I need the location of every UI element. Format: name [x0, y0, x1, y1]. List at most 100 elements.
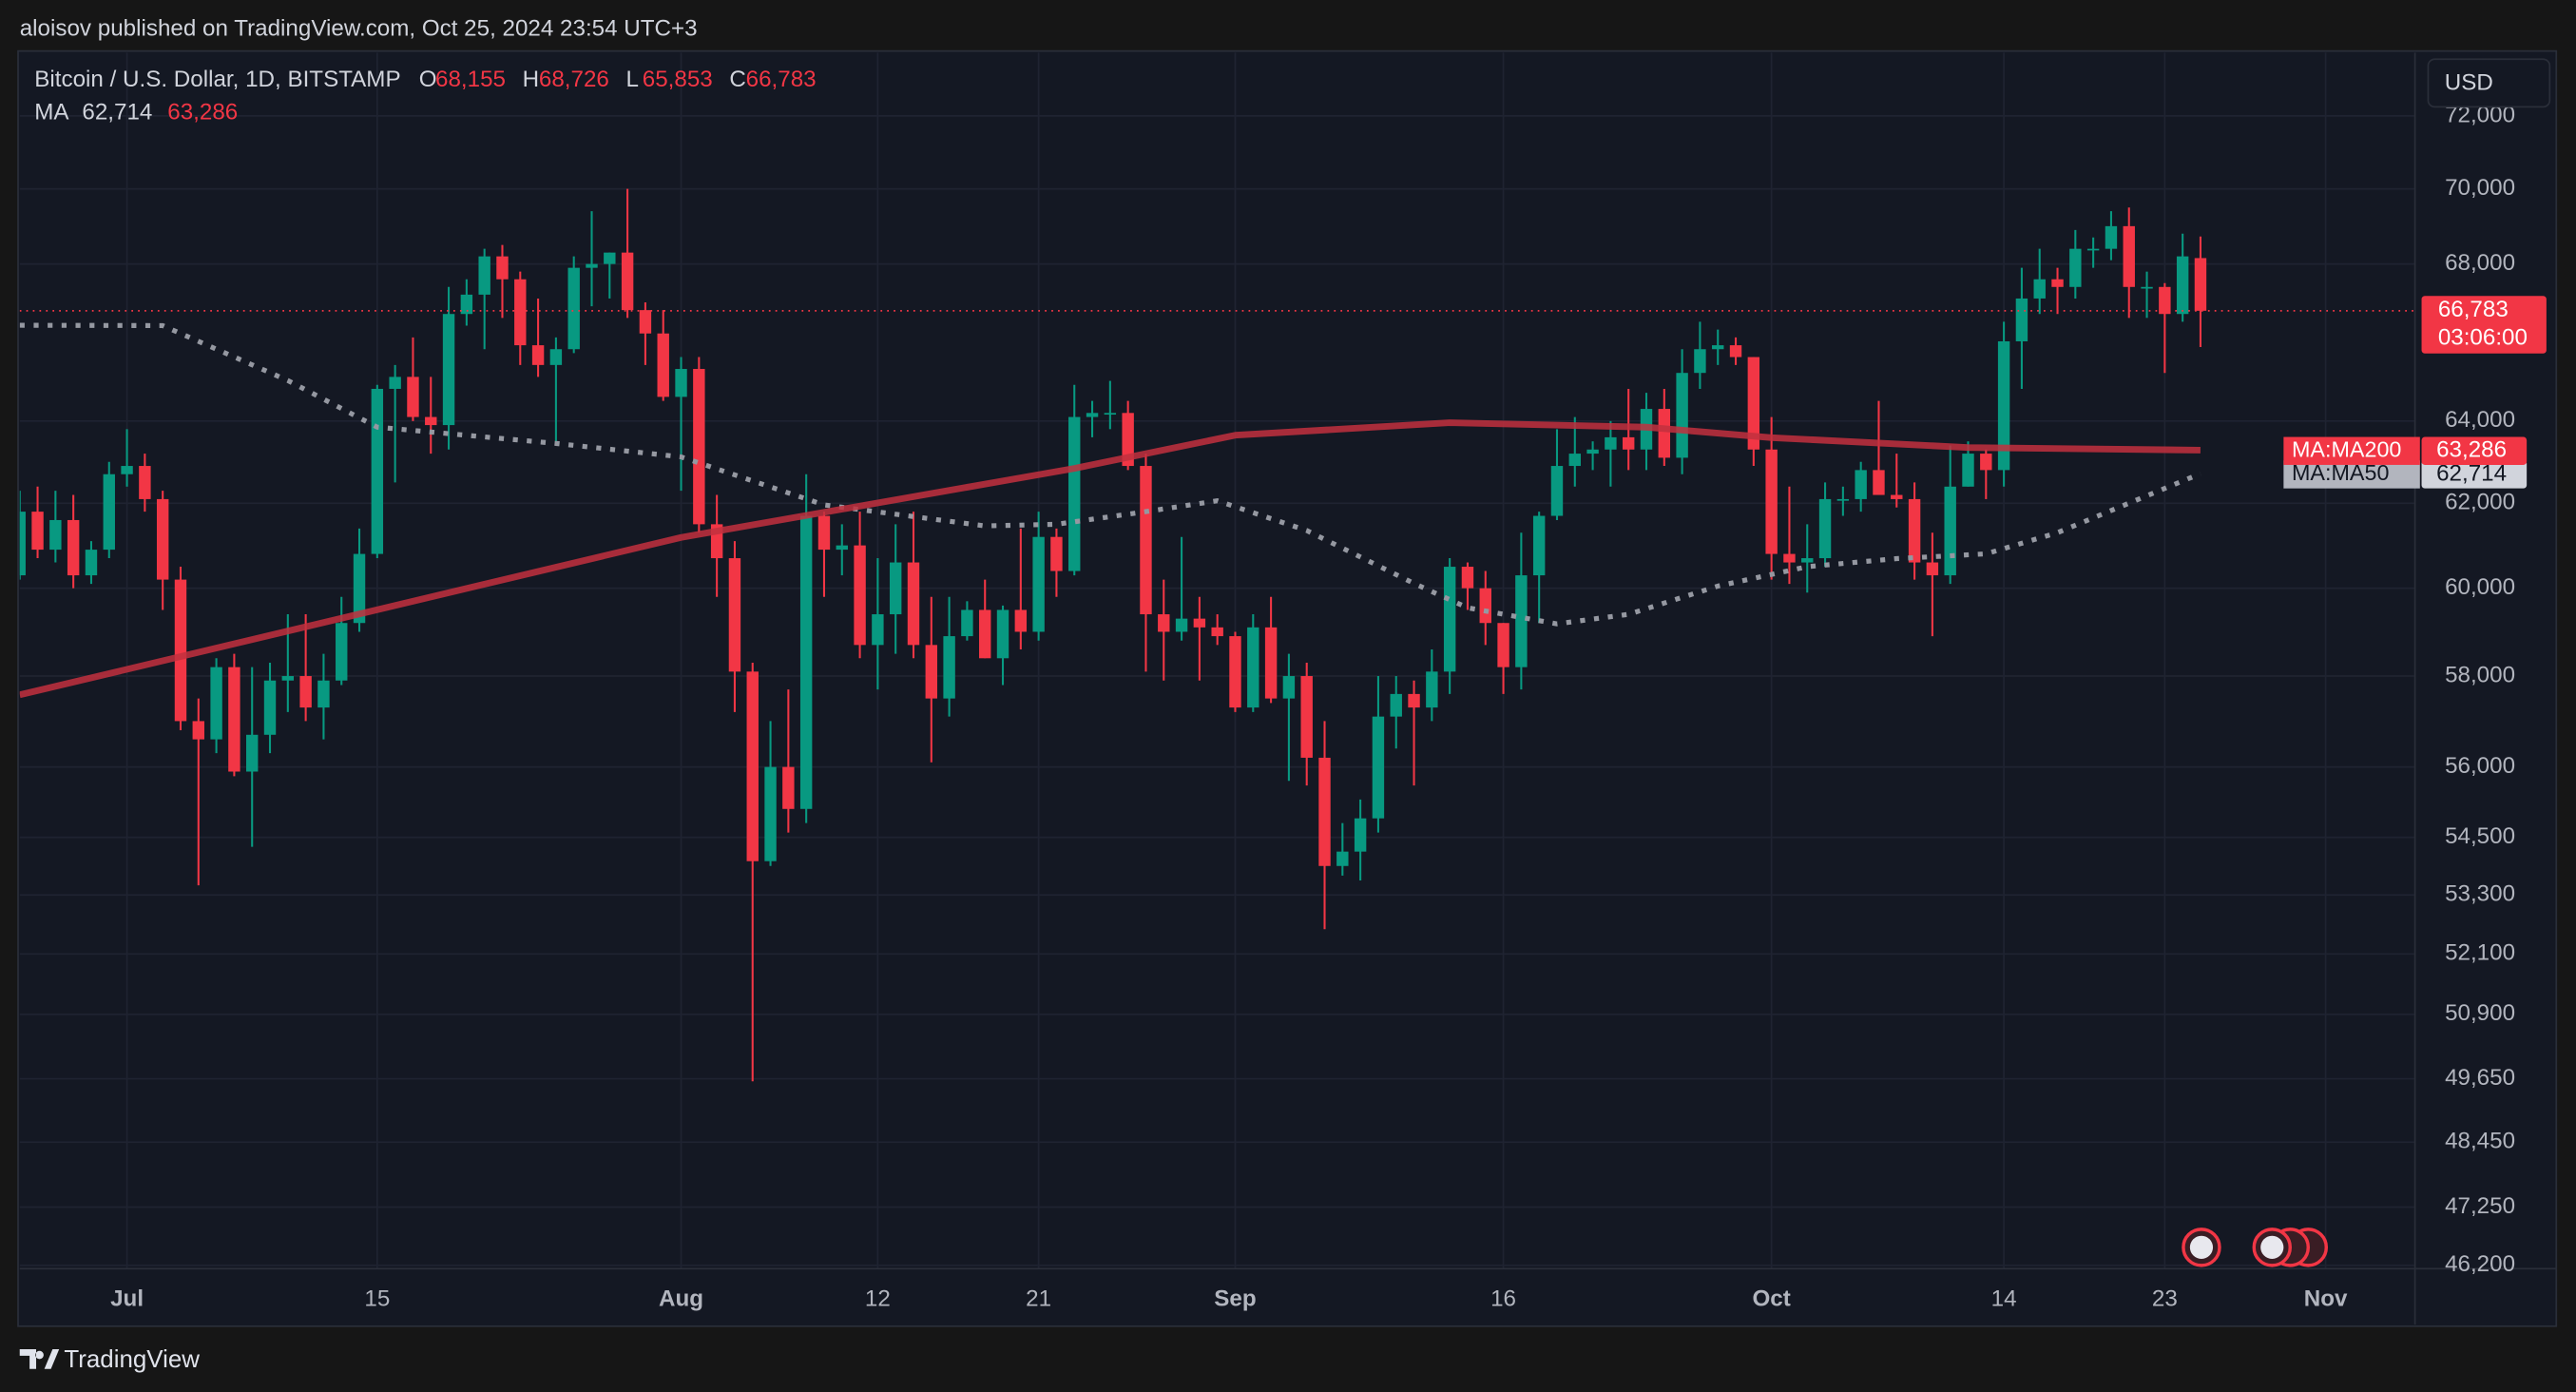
candle-body: [621, 252, 634, 311]
event-flag-icon: [2189, 1235, 2214, 1259]
candle-body: [675, 369, 687, 397]
candle-body: [228, 667, 240, 772]
ohlc-value: 66,783: [746, 67, 817, 92]
brand-logo: [19, 1349, 60, 1369]
y-tick-label: 50,900: [2445, 1000, 2515, 1026]
candle-body: [2033, 279, 2046, 299]
candle-body: [19, 512, 26, 576]
candle-body: [1032, 536, 1045, 632]
currency-button[interactable]: [2427, 58, 2551, 108]
candle-body: [174, 579, 187, 722]
currency-label: USD: [2445, 70, 2493, 96]
candle-body: [782, 766, 795, 809]
candle-body: [1855, 470, 1867, 499]
ohlc-value: 68,155: [435, 67, 506, 92]
candle-body: [531, 345, 545, 365]
candle-body: [371, 388, 384, 554]
candle-body: [460, 294, 473, 315]
candle-body: [407, 377, 419, 417]
x-tick-label: Oct: [1752, 1286, 1790, 1312]
event-flags: [2182, 1228, 2329, 1267]
candle-body: [1140, 466, 1152, 615]
y-tick-label: 70,000: [2445, 175, 2515, 201]
moving-average-line: [19, 419, 2201, 699]
candle-body: [2015, 298, 2028, 341]
candle-body: [549, 349, 563, 365]
candle-body: [1104, 413, 1117, 416]
candle-body: [872, 614, 884, 646]
candle-body: [1479, 588, 1491, 624]
last-price-badge: [2421, 296, 2547, 354]
candle-body: [1908, 498, 1921, 563]
candle-body: [1426, 671, 1438, 708]
symbol-title: Bitcoin / U.S. Dollar, 1D, BITSTAMP: [34, 67, 400, 92]
candle-body: [103, 474, 115, 551]
indicator-value: 63,286: [167, 100, 238, 126]
candle-body: [121, 466, 133, 474]
ohlc-value: 68,726: [539, 67, 609, 92]
candle-body: [139, 466, 151, 499]
candle-body: [1980, 454, 1992, 471]
candle-body: [799, 515, 813, 809]
candle-body: [2159, 286, 2171, 315]
candle-body: [836, 545, 848, 551]
candle-body: [1676, 373, 1688, 458]
candle-body: [943, 636, 955, 699]
x-tick-label: 23: [2152, 1286, 2178, 1312]
y-tick-label: 46,200: [2445, 1251, 2515, 1277]
indicator-value-badge: [2421, 460, 2528, 489]
candle-body: [49, 519, 62, 551]
y-tick-label: 47,250: [2445, 1193, 2515, 1219]
x-tick-label: 21: [1026, 1286, 1051, 1312]
candle-body: [514, 279, 527, 346]
event-flag-icon: [2260, 1235, 2284, 1259]
candle-body: [889, 562, 902, 615]
candle-body: [657, 333, 669, 397]
indicator-name-badge: [2283, 436, 2420, 465]
candle-body: [1050, 536, 1063, 571]
candle-body: [1336, 851, 1349, 866]
y-tick-label: 64,000: [2445, 407, 2515, 433]
candle-body: [907, 562, 920, 646]
candle-body: [854, 545, 866, 646]
y-tick-label: 56,000: [2445, 753, 2515, 779]
candle-body: [1443, 567, 1456, 672]
candle-body: [925, 645, 938, 699]
candle-body: [1944, 486, 1956, 576]
candle-body: [31, 512, 44, 551]
candle-body: [1605, 436, 1617, 450]
candle-body: [1729, 345, 1742, 358]
y-tick-label: 49,650: [2445, 1065, 2515, 1091]
candle-body: [1264, 627, 1278, 699]
publisher: aloisov published on TradingView.com, Oc…: [20, 16, 698, 42]
x-tick-label: Aug: [659, 1286, 703, 1312]
y-tick-label: 60,000: [2445, 574, 2515, 600]
candle-body: [1568, 454, 1581, 467]
y-tick-label: 52,100: [2445, 940, 2515, 966]
candle-body: [2069, 248, 2082, 287]
indicator-name-badge: [2283, 460, 2420, 489]
candle-body: [1873, 470, 1885, 495]
candle-body: [1694, 349, 1706, 374]
ohlc-key: H: [523, 67, 539, 92]
candle-body: [246, 734, 259, 772]
grid: [19, 52, 2415, 1269]
candle-body: [1532, 515, 1546, 576]
indicator-value: 62,714: [82, 100, 152, 126]
ohlc-value: 65,853: [643, 67, 713, 92]
candle-body: [746, 671, 759, 861]
candle-body: [1622, 436, 1635, 450]
indicator-value-badge: [2421, 436, 2528, 465]
candle-body: [1282, 676, 1296, 699]
candle-body: [1461, 567, 1474, 589]
indicator-value-label: 63,286: [2436, 437, 2507, 463]
candle-body: [2176, 256, 2189, 315]
candle-body: [2123, 225, 2135, 287]
x-tick-label: 15: [364, 1286, 390, 1312]
ohlc-key: L: [625, 67, 638, 92]
candle-body: [425, 416, 437, 426]
brand: TradingView: [19, 1346, 200, 1373]
candle-body: [336, 623, 348, 681]
candle-body: [586, 263, 598, 268]
